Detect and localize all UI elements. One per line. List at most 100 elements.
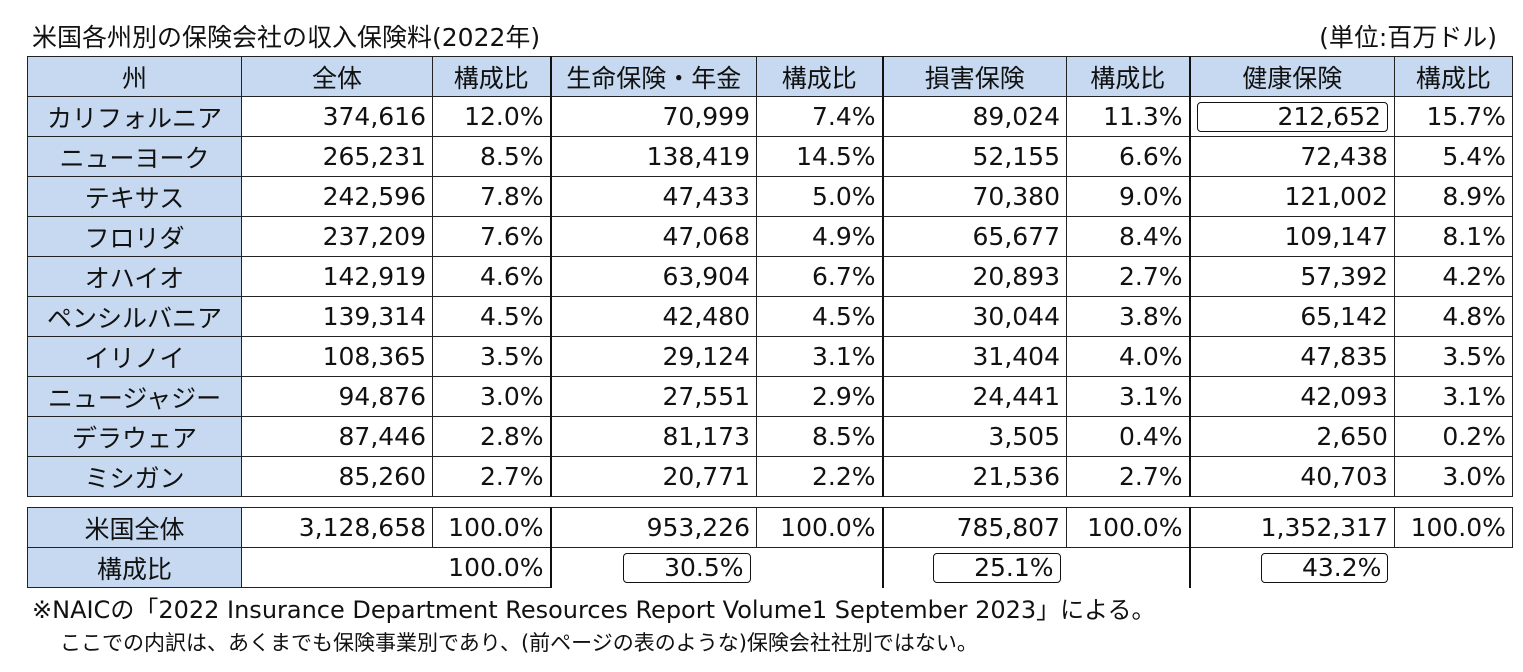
health-share-cell: 3.5% — [1393, 336, 1513, 377]
pc-cell: 65,677 — [881, 216, 1067, 257]
highlight-box: 30.5% — [623, 552, 751, 583]
table-row: デラウェア 87,446 2.8% 81,173 8.5% 3,505 0.4% 2,650 0… — [27, 416, 1513, 457]
header-cell: 生命保険・年金 — [549, 56, 757, 97]
health-cell: 109,147 — [1188, 216, 1395, 257]
header-cell: 構成比 — [432, 56, 551, 97]
highlight-box: 43.2% — [1260, 552, 1389, 583]
source-note: ※NAICの「2022 Insurance Department Resourc… — [32, 596, 1156, 624]
spacer-cell — [550, 496, 757, 508]
total-cell: 85,260 — [241, 456, 433, 497]
state-cell: ニュージャジー — [27, 376, 242, 417]
pc-share-cell: 8.4% — [1066, 216, 1190, 257]
premium-table: 州 全体 構成比 生命保険・年金 構成比 損害保険 構成比 健康保険 構成比 カ… — [27, 56, 1513, 588]
table-title: 米国各州別の保険会社の収入保険料(2022年) — [32, 23, 541, 52]
header-cell: 構成比 — [756, 56, 883, 97]
pc-cell: 89,024 — [881, 96, 1067, 137]
life-share-cell: 2.9% — [756, 376, 883, 417]
total-share-cell: 12.0% — [432, 96, 551, 137]
life-cell: 81,173 — [549, 416, 757, 457]
table-row: オハイオ 142,919 4.6% 63,904 6.7% 20,893 2.7% 57,39… — [27, 256, 1513, 297]
blank-cell — [1066, 547, 1190, 588]
health-share-cell: 100.0% — [1393, 507, 1513, 548]
spacer-cell — [1066, 496, 1190, 508]
total-share-cell: 3.5% — [432, 336, 551, 377]
life-cell: 47,068 — [549, 216, 757, 257]
total-cell: 374,616 — [241, 96, 433, 137]
highlight-box: 25.1% — [933, 552, 1061, 583]
header-cell: 損害保険 — [881, 56, 1067, 97]
state-cell: 米国全体 — [27, 507, 242, 548]
header-cell: 構成比 — [1393, 56, 1513, 97]
spacer-cell — [241, 496, 433, 508]
life-share-cell: 4.9% — [756, 216, 883, 257]
total-share-cell: 4.6% — [432, 256, 551, 297]
health-cell: 212,652 — [1188, 96, 1395, 137]
life-share-cell: 2.2% — [756, 456, 883, 497]
table-row: フロリダ 237,209 7.6% 47,068 4.9% 65,677 8.4% 109,1… — [27, 216, 1513, 257]
header-cell: 健康保険 — [1188, 56, 1395, 97]
health-cell: 42,093 — [1188, 376, 1395, 417]
state-cell: オハイオ — [27, 256, 242, 297]
health-cell: 2,650 — [1188, 416, 1395, 457]
life-cell: 138,419 — [549, 136, 757, 177]
total-share-cell: 3.0% — [432, 376, 551, 417]
spacer-cell — [27, 496, 242, 508]
spacer-cell — [756, 496, 883, 508]
breakdown-note: ここでの内訳は、あくまでも保険事業別であり、(前ページの表のような)保険会社社別… — [60, 631, 978, 655]
header-cell: 全体 — [241, 56, 433, 97]
pc-cell: 70,380 — [881, 176, 1067, 217]
pc-share-cell: 9.0% — [1066, 176, 1190, 217]
table-row: ニュージャジー 94,876 3.0% 27,551 2.9% 24,441 3.1% 42,… — [27, 376, 1513, 417]
header-row: 州 全体 構成比 生命保険・年金 構成比 損害保険 構成比 健康保険 構成比 — [27, 56, 1513, 97]
life-share-cell: 3.1% — [756, 336, 883, 377]
header-cell: 州 — [27, 56, 242, 97]
share-total-cell: 100.0% — [241, 547, 551, 588]
health-cell: 72,438 — [1188, 136, 1395, 177]
pc-cell: 21,536 — [881, 456, 1067, 497]
pc-cell: 52,155 — [881, 136, 1067, 177]
spacer-cell — [882, 496, 1067, 508]
state-cell: ミシガン — [27, 456, 242, 497]
health-share-cell: 4.2% — [1393, 256, 1513, 297]
table-row: ニューヨーク 265,231 8.5% 138,419 14.5% 52,155 6.6% 7… — [27, 136, 1513, 177]
life-cell: 47,433 — [549, 176, 757, 217]
health-cell: 1,352,317 — [1188, 507, 1395, 548]
pc-share-cell: 3.1% — [1066, 376, 1190, 417]
header-cell: 構成比 — [1066, 56, 1190, 97]
total-cell: 3,128,658 — [241, 507, 433, 548]
health-cell: 57,392 — [1188, 256, 1395, 297]
table-body: 州 全体 構成比 生命保険・年金 構成比 損害保険 構成比 健康保険 構成比 カ… — [27, 56, 1513, 588]
share-health-cell: 43.2% — [1188, 547, 1395, 588]
pc-share-cell: 2.7% — [1066, 256, 1190, 297]
table-row: ミシガン 85,260 2.7% 20,771 2.2% 21,536 2.7% 40,703… — [27, 456, 1513, 497]
share-label-cell: 構成比 — [27, 547, 242, 588]
total-share-cell: 2.8% — [432, 416, 551, 457]
total-cell: 87,446 — [241, 416, 433, 457]
pc-share-cell: 4.0% — [1066, 336, 1190, 377]
total-cell: 265,231 — [241, 136, 433, 177]
state-cell: デラウェア — [27, 416, 242, 457]
life-cell: 63,904 — [549, 256, 757, 297]
spacer-cell — [432, 496, 551, 508]
health-share-cell: 4.8% — [1393, 296, 1513, 337]
health-share-cell: 15.7% — [1393, 96, 1513, 137]
life-share-cell: 7.4% — [756, 96, 883, 137]
health-share-cell: 5.4% — [1393, 136, 1513, 177]
pc-share-cell: 11.3% — [1066, 96, 1190, 137]
pc-cell: 24,441 — [881, 376, 1067, 417]
life-share-cell: 4.5% — [756, 296, 883, 337]
state-cell: フロリダ — [27, 216, 242, 257]
us-total-row: 米国全体 3,128,658 100.0% 953,226 100.0% 785,807 1… — [27, 507, 1513, 548]
pc-share-cell: 3.8% — [1066, 296, 1190, 337]
highlight-box: 212,652 — [1196, 101, 1388, 132]
life-share-cell: 5.0% — [756, 176, 883, 217]
total-share-cell: 7.6% — [432, 216, 551, 257]
life-share-cell: 6.7% — [756, 256, 883, 297]
life-cell: 27,551 — [549, 376, 757, 417]
state-cell: ペンシルバニア — [27, 296, 242, 337]
total-share-cell: 7.8% — [432, 176, 551, 217]
health-cell: 121,002 — [1188, 176, 1395, 217]
total-cell: 142,919 — [241, 256, 433, 297]
table-row: カリフォルニア 374,616 12.0% 70,999 7.4% 89,024 11.3%… — [27, 96, 1513, 137]
life-share-cell: 14.5% — [756, 136, 883, 177]
